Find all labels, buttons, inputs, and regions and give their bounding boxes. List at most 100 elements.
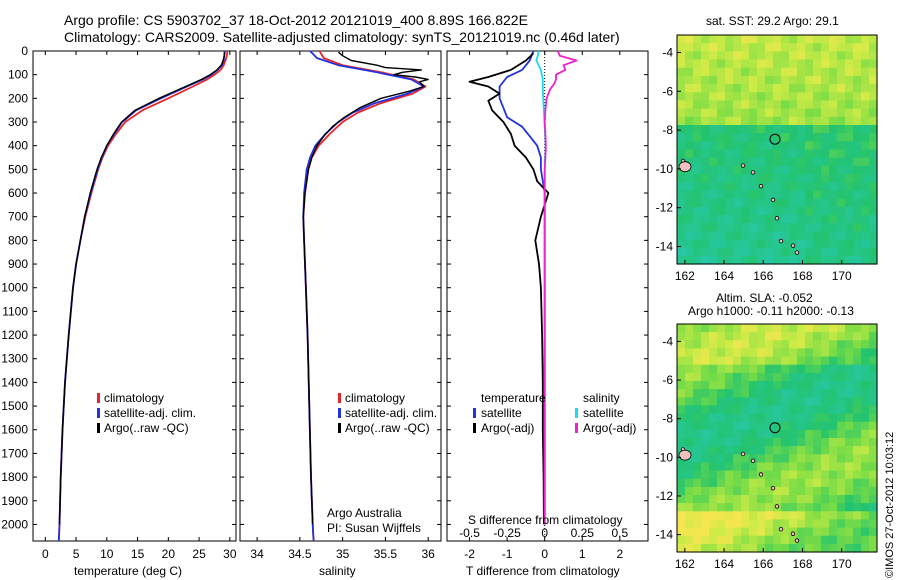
map-cell bbox=[829, 67, 838, 77]
map-cell bbox=[765, 511, 774, 520]
diff-legend-s-satellite: satellite bbox=[583, 406, 624, 420]
map-cell bbox=[837, 519, 846, 529]
map-cell bbox=[821, 157, 830, 167]
map-cell bbox=[725, 332, 734, 341]
map-cell bbox=[781, 340, 790, 349]
series-line bbox=[543, 50, 578, 525]
map-cell bbox=[765, 75, 774, 85]
map-cell bbox=[797, 75, 806, 85]
map-cell bbox=[821, 182, 830, 191]
legend-swatch bbox=[575, 408, 578, 418]
map-cell bbox=[789, 43, 798, 52]
map-cell bbox=[677, 125, 686, 134]
map-cell bbox=[765, 247, 774, 257]
map-cell bbox=[773, 206, 782, 216]
map-cell bbox=[853, 543, 862, 553]
map-cell bbox=[685, 495, 694, 504]
map-cell bbox=[685, 75, 694, 85]
map-cell bbox=[709, 149, 718, 159]
map-cell bbox=[701, 198, 710, 208]
map-cell bbox=[741, 75, 750, 85]
map-cell bbox=[789, 332, 798, 341]
map-cell bbox=[805, 429, 814, 439]
map-cell bbox=[685, 116, 694, 126]
map-cell bbox=[805, 348, 814, 358]
map-cell bbox=[685, 231, 694, 241]
map-cell bbox=[789, 133, 798, 142]
map-cell bbox=[789, 125, 798, 134]
x-tick-label: 15 bbox=[131, 547, 145, 561]
map-cell bbox=[685, 133, 694, 142]
map-cell bbox=[781, 206, 790, 216]
map-cell bbox=[805, 92, 814, 102]
map-cell bbox=[749, 223, 758, 232]
map-cell bbox=[693, 198, 702, 208]
map-cell bbox=[701, 190, 710, 200]
map-cell bbox=[701, 43, 710, 52]
map-cell bbox=[789, 438, 798, 447]
map-cell bbox=[773, 527, 782, 537]
map-cell bbox=[821, 255, 830, 265]
map-cell bbox=[853, 495, 862, 504]
map-cell bbox=[725, 503, 734, 512]
map-cell bbox=[837, 231, 846, 241]
map-cell bbox=[685, 405, 694, 415]
map-cell bbox=[741, 421, 750, 431]
map-cell bbox=[749, 356, 758, 366]
map-cell bbox=[733, 340, 742, 349]
map-cell bbox=[709, 364, 718, 374]
map-cell bbox=[685, 381, 694, 390]
map-cell bbox=[701, 503, 710, 512]
map-cell bbox=[781, 59, 790, 69]
map-cell bbox=[693, 332, 702, 341]
series-line bbox=[302, 51, 429, 525]
map-cell bbox=[773, 67, 782, 77]
map-cell bbox=[749, 511, 758, 520]
map-cell bbox=[813, 429, 822, 439]
map-cell bbox=[869, 332, 878, 341]
map-cell bbox=[805, 364, 814, 374]
map-cell bbox=[781, 397, 790, 406]
map-cell bbox=[869, 389, 878, 398]
map-cell bbox=[725, 206, 734, 216]
map-cell bbox=[677, 332, 686, 341]
map-cell bbox=[677, 348, 686, 358]
map-cell bbox=[813, 190, 822, 200]
map-cell bbox=[869, 324, 878, 333]
map-cell bbox=[709, 174, 718, 183]
map-cell bbox=[741, 100, 750, 110]
map-cell bbox=[717, 527, 726, 537]
map-cell bbox=[749, 133, 758, 142]
map-cell bbox=[677, 478, 686, 488]
map-cell bbox=[685, 429, 694, 439]
map-cell bbox=[757, 324, 766, 333]
map-cell bbox=[853, 324, 862, 333]
map-cell bbox=[733, 413, 742, 423]
map-cell bbox=[765, 51, 774, 61]
map-cell bbox=[717, 413, 726, 423]
map-cell bbox=[781, 165, 790, 175]
diff-top-axis-label: S difference from climatology bbox=[468, 513, 623, 527]
y-tick-label: 400 bbox=[8, 139, 28, 153]
map-cell bbox=[709, 470, 718, 480]
map-cell bbox=[733, 421, 742, 431]
map-cell bbox=[701, 92, 710, 102]
map-cell bbox=[685, 125, 694, 134]
map-cell bbox=[741, 247, 750, 257]
map-cell bbox=[789, 519, 798, 529]
map-cell bbox=[805, 255, 814, 265]
map-cell bbox=[725, 413, 734, 423]
map-cell bbox=[709, 495, 718, 504]
map-cell bbox=[781, 43, 790, 52]
map-cell bbox=[853, 247, 862, 257]
map-cell bbox=[677, 364, 686, 374]
map-cell bbox=[749, 340, 758, 349]
map-cell bbox=[797, 446, 806, 455]
plot-frame-salinity bbox=[239, 50, 442, 542]
map-cell bbox=[813, 182, 822, 191]
map-cell bbox=[717, 446, 726, 455]
map-cell bbox=[869, 348, 878, 358]
map-cell bbox=[797, 157, 806, 167]
map-cell bbox=[829, 174, 838, 183]
map-cell bbox=[829, 214, 838, 224]
